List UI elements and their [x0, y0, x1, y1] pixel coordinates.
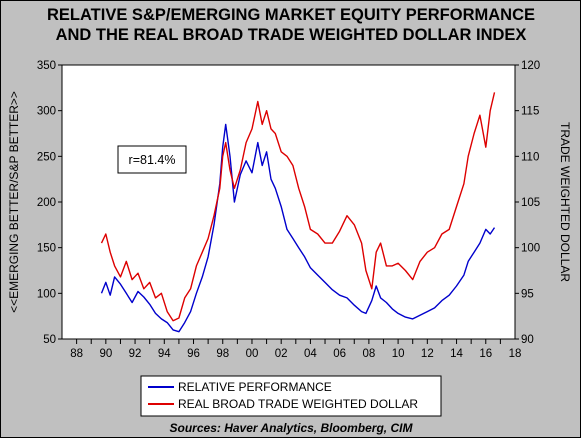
y-left-tick-label: 200 [37, 197, 56, 209]
y-right-tick-label: 110 [521, 151, 539, 163]
axis-ticks: 88 90 92 94 96 98 00 02 04 06 08 10 12 14 16 18 50 100 150… [37, 60, 540, 360]
y-right-tick-label: 90 [521, 334, 534, 346]
y-left-tick-label: 50 [43, 334, 56, 346]
series-lines [100, 92, 496, 333]
x-tick-label: 14 [450, 348, 463, 360]
y-right-tick-label: 100 [521, 243, 540, 255]
y-left-tick-label: 100 [37, 288, 56, 300]
y-left-tick-label: 350 [37, 60, 56, 72]
x-tick-label: 92 [129, 348, 142, 360]
series-line-relative-performance [100, 123, 496, 333]
correlation-annotation: r=81.4% [129, 153, 176, 167]
x-tick-label: 02 [275, 348, 288, 360]
y-left-tick-label: 150 [37, 243, 56, 255]
legend [140, 375, 442, 417]
x-tick-label: 08 [362, 348, 375, 360]
x-tick-label: 18 [509, 348, 522, 360]
x-tick-label: 90 [99, 348, 112, 360]
x-tick-label: 10 [392, 348, 405, 360]
y-axis-left-label: <<EMERGING BETTER/S&P BETTER>> [7, 91, 21, 313]
legend-label-trade-weighted-dollar: REAL BROAD TRADE WEIGHTED DOLLAR [178, 397, 418, 411]
x-tick-label: 94 [158, 348, 171, 360]
series-line-trade-weighted-dollar [100, 92, 496, 322]
y-left-tick-label: 250 [37, 151, 56, 163]
y-right-tick-label: 95 [521, 288, 534, 300]
x-tick-label: 88 [70, 348, 83, 360]
correlation-box [117, 145, 187, 174]
source-note: Sources: Haver Analytics, Bloomberg, CIM [170, 421, 414, 435]
chart-title: RELATIVE S&P/EMERGING MARKET EQUITY PERF… [47, 6, 535, 24]
y-right-tick-label: 115 [521, 106, 539, 118]
x-tick-label: 98 [216, 348, 229, 360]
legend-label-relative-performance: RELATIVE PERFORMANCE [178, 380, 332, 394]
x-tick-label: 16 [479, 348, 492, 360]
x-tick-label: 00 [246, 348, 259, 360]
y-right-tick-label: 105 [521, 197, 540, 209]
y-axis-right-label: TRADE WEIGHTED DOLLAR [558, 122, 572, 282]
x-tick-label: 04 [304, 348, 317, 360]
x-tick-label: 96 [187, 348, 200, 360]
y-left-tick-label: 300 [37, 106, 56, 118]
x-tick-label: 12 [421, 348, 434, 360]
x-tick-label: 06 [333, 348, 346, 360]
y-right-tick-label: 120 [521, 60, 540, 72]
chart-subtitle: AND THE REAL BROAD TRADE WEIGHTED DOLLAR… [56, 26, 527, 44]
